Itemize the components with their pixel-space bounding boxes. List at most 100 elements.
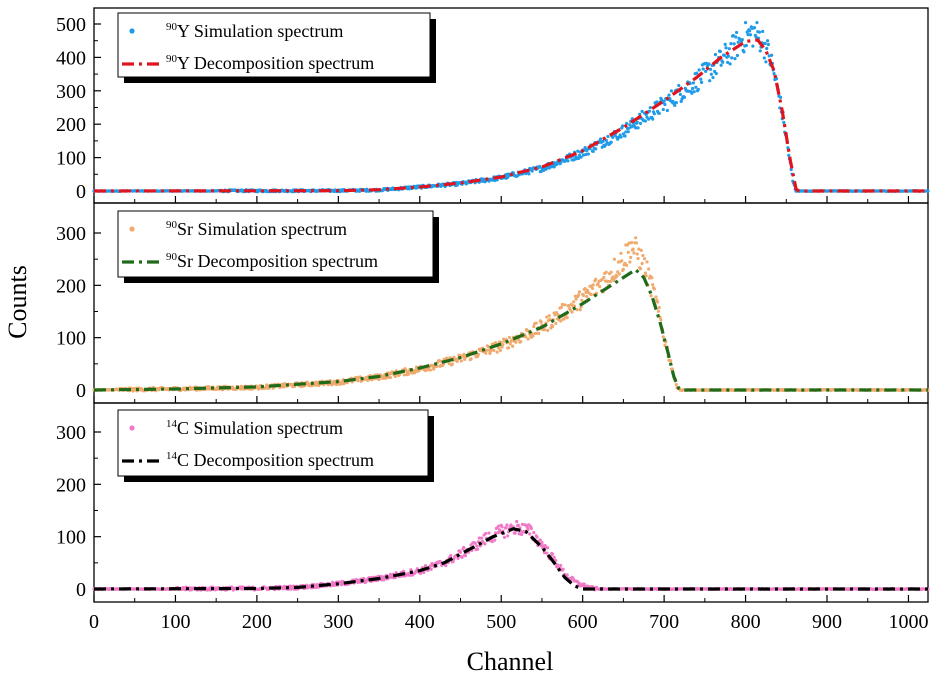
data-point	[356, 379, 360, 383]
data-point	[460, 555, 464, 559]
data-point	[718, 49, 722, 54]
data-point	[462, 545, 466, 550]
data-point	[576, 156, 581, 160]
data-point	[644, 274, 648, 278]
data-point	[531, 334, 535, 338]
legend-box	[117, 409, 429, 477]
data-point	[422, 570, 426, 575]
data-point	[670, 367, 674, 371]
legend-text: Sr Decomposition spectrum	[177, 251, 378, 271]
data-point	[721, 60, 725, 64]
data-point	[511, 344, 515, 348]
data-point	[552, 555, 556, 560]
data-point	[663, 343, 667, 348]
data-point	[550, 324, 555, 329]
data-point	[708, 79, 712, 83]
x-tick-label: 300	[323, 611, 353, 633]
y-tick-label: 300	[56, 422, 86, 444]
data-point	[624, 130, 628, 134]
data-point	[711, 75, 715, 80]
data-point	[647, 109, 652, 113]
data-point	[583, 286, 587, 291]
data-point	[429, 567, 433, 571]
data-point	[572, 300, 576, 304]
data-point	[734, 35, 738, 39]
data-point	[506, 175, 510, 179]
data-point	[577, 290, 582, 294]
data-point	[462, 352, 466, 356]
data-point	[591, 283, 595, 287]
data-point	[627, 126, 631, 130]
data-point	[535, 535, 539, 539]
x-tick-label: 900	[812, 611, 842, 633]
data-point	[726, 60, 730, 64]
data-point	[520, 522, 525, 526]
data-point	[546, 546, 550, 550]
data-point	[383, 376, 388, 380]
data-point	[406, 372, 410, 376]
data-point	[388, 572, 393, 577]
series-c-decomposition-spectrum	[93, 527, 928, 591]
data-point	[730, 56, 734, 60]
data-point	[473, 541, 477, 545]
data-point	[339, 583, 344, 587]
data-point	[746, 33, 750, 37]
data-point	[697, 68, 701, 72]
data-point	[476, 352, 481, 357]
data-point	[547, 166, 551, 170]
data-point	[570, 310, 574, 314]
data-point	[553, 313, 557, 317]
data-point	[786, 146, 790, 150]
data-point	[455, 359, 459, 363]
legend-marker	[129, 425, 135, 431]
legend-label: 90Sr Decomposition spectrum	[166, 251, 378, 271]
data-point	[752, 26, 757, 30]
data-point	[620, 259, 624, 263]
data-point	[740, 37, 744, 42]
data-point	[655, 100, 659, 104]
data-point	[686, 89, 691, 93]
data-point	[538, 538, 542, 542]
data-point	[382, 578, 386, 582]
data-point	[696, 87, 700, 92]
data-point	[545, 551, 549, 555]
data-point	[770, 53, 774, 57]
data-point	[663, 102, 667, 107]
data-point	[657, 111, 661, 115]
data-point	[591, 149, 595, 154]
data-point	[299, 384, 303, 389]
data-point	[555, 310, 559, 315]
data-point	[708, 67, 713, 71]
data-point	[537, 164, 542, 169]
data-point	[641, 253, 645, 258]
data-point	[559, 161, 563, 165]
y-tick-label: 300	[56, 81, 86, 103]
data-point	[640, 261, 644, 266]
data-point	[652, 112, 656, 116]
data-point	[576, 149, 580, 153]
data-point	[502, 535, 507, 539]
data-point	[674, 383, 678, 387]
data-point	[677, 83, 681, 88]
data-point	[765, 39, 770, 43]
data-point	[565, 573, 569, 577]
data-point	[701, 67, 705, 71]
data-point	[505, 523, 509, 527]
x-tick-label: 100	[160, 611, 190, 633]
data-point	[388, 375, 393, 380]
data-point	[458, 550, 463, 554]
data-point	[573, 294, 577, 298]
data-point	[626, 250, 630, 254]
data-point	[539, 320, 543, 324]
data-point	[437, 358, 441, 363]
data-point	[645, 260, 649, 264]
data-point	[590, 286, 595, 291]
data-point	[540, 540, 544, 545]
data-point	[428, 564, 432, 568]
y-tick-label: 100	[56, 148, 86, 170]
data-point	[575, 308, 579, 312]
data-point	[449, 553, 453, 558]
